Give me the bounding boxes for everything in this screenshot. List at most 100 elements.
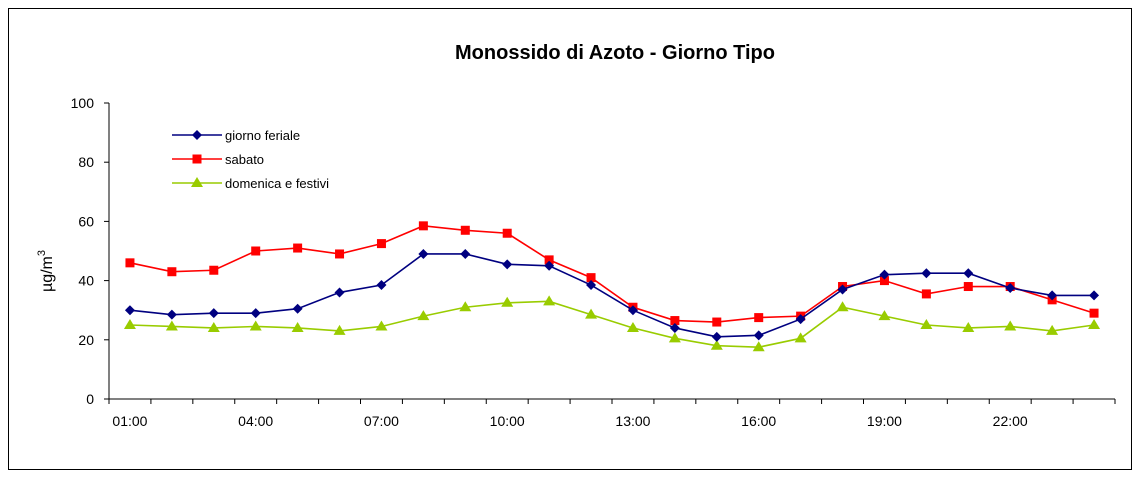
marker-square <box>418 221 428 231</box>
marker-diamond <box>250 308 261 319</box>
marker-diamond <box>837 284 848 295</box>
series-line <box>129 253 1095 338</box>
marker-diamond <box>1089 290 1100 301</box>
chart-title: Monossido di Azoto - Giorno Tipo <box>455 42 775 64</box>
marker-square <box>192 154 202 164</box>
marker-triangle <box>752 341 765 352</box>
series-0 <box>124 248 1100 342</box>
marker-square <box>167 267 177 277</box>
legend-entry: giorno feriale <box>172 128 300 143</box>
series-layer <box>123 221 1101 352</box>
marker-diamond <box>208 308 219 319</box>
marker-square <box>754 313 764 323</box>
y-tick-label: 0 <box>86 391 94 407</box>
marker-triangle <box>165 320 178 331</box>
marker-square <box>670 316 680 326</box>
marker-triangle <box>123 319 136 329</box>
legend-label: sabato <box>225 152 264 167</box>
x-tick-label: 19:00 <box>867 413 902 429</box>
marker-diamond <box>166 309 177 320</box>
legend-entry: domenica e festivi <box>172 176 329 191</box>
marker-triangle <box>417 310 430 321</box>
marker-triangle <box>459 301 472 312</box>
marker-square <box>209 265 219 275</box>
marker-triangle <box>207 321 220 332</box>
marker-square <box>921 289 931 299</box>
y-tick-label: 40 <box>78 273 94 289</box>
marker-triangle <box>1046 324 1059 335</box>
marker-square <box>502 228 512 238</box>
line-chart: Monossido di Azoto - Giorno Tipo µg/m3 0… <box>36 42 1116 429</box>
marker-diamond <box>963 268 974 279</box>
marker-diamond <box>376 280 387 291</box>
marker-square <box>460 225 470 235</box>
marker-triangle <box>668 332 681 343</box>
marker-triangle <box>249 320 262 331</box>
x-tick-label: 16:00 <box>741 413 776 429</box>
marker-diamond <box>669 322 680 333</box>
series-1 <box>125 221 1099 327</box>
marker-triangle <box>375 320 388 331</box>
marker-diamond <box>1005 283 1016 293</box>
x-tick-label: 04:00 <box>238 413 273 429</box>
marker-triangle <box>333 324 346 335</box>
legend: giorno feriale sabato domenica e festivi <box>172 128 329 191</box>
marker-diamond <box>192 130 202 140</box>
marker-triangle <box>626 321 639 332</box>
marker-diamond <box>124 305 135 316</box>
marker-diamond <box>334 287 345 298</box>
y-axis-label: µg/m3 <box>36 250 56 292</box>
marker-triangle <box>543 295 556 306</box>
y-tick-label: 100 <box>71 95 95 111</box>
x-tick-label: 07:00 <box>364 413 399 429</box>
marker-triangle <box>878 310 891 321</box>
marker-square <box>376 239 386 249</box>
marker-diamond <box>502 259 513 270</box>
marker-square <box>1089 308 1099 318</box>
marker-square <box>125 258 135 268</box>
marker-diamond <box>627 305 638 316</box>
legend-entry: sabato <box>172 152 264 167</box>
marker-diamond <box>879 269 890 280</box>
marker-square <box>963 282 973 292</box>
marker-diamond <box>544 260 555 271</box>
y-axis-label-superscript: 3 <box>36 250 48 256</box>
marker-triangle <box>501 296 514 307</box>
series-line <box>129 300 1095 349</box>
marker-triangle <box>585 308 598 319</box>
marker-square <box>712 317 722 327</box>
marker-square <box>293 243 303 253</box>
x-tick-label: 22:00 <box>993 413 1028 429</box>
marker-diamond <box>921 268 932 279</box>
marker-diamond <box>753 330 764 341</box>
marker-triangle <box>920 319 933 329</box>
y-tick-label: 20 <box>78 332 94 348</box>
x-tick-label: 10:00 <box>490 413 525 429</box>
marker-diamond <box>711 331 722 342</box>
marker-diamond <box>586 280 597 291</box>
chart-frame: Monossido di Azoto - Giorno Tipo µg/m3 0… <box>8 8 1132 470</box>
legend-label: giorno feriale <box>225 128 300 143</box>
y-tick-label: 60 <box>78 213 94 229</box>
marker-diamond <box>1047 290 1058 301</box>
marker-square <box>251 246 261 256</box>
marker-diamond <box>460 248 471 259</box>
series-2 <box>123 295 1101 352</box>
x-tick-label: 01:00 <box>112 413 147 429</box>
marker-diamond <box>292 303 303 314</box>
marker-square <box>879 276 889 286</box>
marker-square <box>335 249 345 259</box>
marker-square <box>586 273 596 283</box>
marker-triangle <box>710 339 723 350</box>
marker-triangle <box>794 332 807 343</box>
marker-triangle <box>836 301 849 312</box>
marker-triangle <box>1004 320 1017 331</box>
marker-triangle <box>1088 319 1101 329</box>
marker-triangle <box>291 321 304 332</box>
axes: 0 20 40 60 80 100 01:00 04:00 07:00 10:00 13:00 16:… <box>71 95 1116 429</box>
marker-triangle <box>962 321 975 332</box>
marker-square <box>544 255 554 265</box>
y-axis-label-main: µg/m <box>39 256 56 292</box>
marker-diamond <box>795 314 806 325</box>
marker-triangle <box>191 177 203 187</box>
